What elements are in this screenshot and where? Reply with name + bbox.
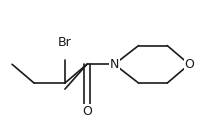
Text: O: O — [184, 58, 194, 71]
Text: N: N — [110, 58, 119, 71]
Text: O: O — [82, 105, 92, 118]
Text: Br: Br — [58, 36, 72, 49]
